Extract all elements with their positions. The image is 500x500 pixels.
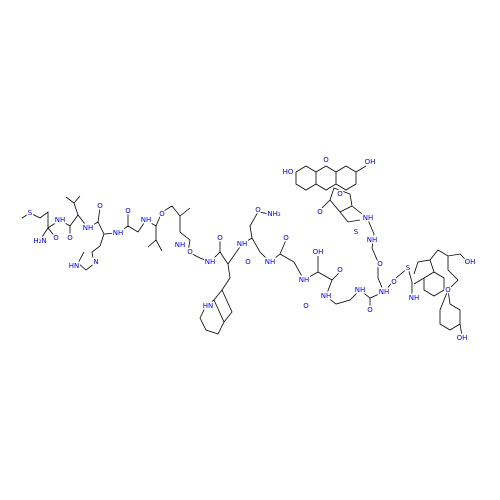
atom-label: H₂N [33, 237, 46, 245]
atom-label: S [406, 264, 411, 272]
bonds [21, 165, 469, 337]
atom-label: O [391, 278, 397, 286]
atom-label: O [445, 286, 451, 294]
atom-label: HN [69, 262, 80, 270]
atom-label: OH [365, 158, 376, 166]
atom-label: N [93, 258, 98, 266]
atom-label: NH [363, 214, 374, 222]
atom-label: O [187, 248, 193, 256]
atom-label: O [367, 306, 373, 314]
atom-label: O [245, 258, 251, 266]
atom-label: O [283, 234, 289, 242]
atom-label: NH [141, 216, 152, 224]
atom-label: O [217, 234, 223, 242]
atom-label: O [67, 234, 73, 242]
atom-label: O [303, 302, 309, 310]
atom-label: O [125, 207, 131, 215]
atom-label: NH [321, 292, 332, 300]
atom-label: NH [237, 240, 248, 248]
atom-label: NH [355, 286, 366, 294]
atom-label: O [255, 206, 261, 214]
atom-label: NH [175, 241, 186, 249]
atom-label: S [354, 228, 359, 236]
atom-label: NH [379, 288, 390, 296]
atom-label: O [53, 234, 59, 242]
atom-label: NH [113, 229, 124, 237]
atom-label: NH [265, 258, 276, 266]
atom-label: NH [205, 258, 216, 266]
atom-label: NH₂ [267, 210, 281, 218]
atom-label: OH [313, 248, 324, 256]
atom-label: O [337, 190, 343, 198]
atom-label: NH [409, 294, 420, 302]
atom-label: NH [367, 236, 378, 244]
atom-label: NH [83, 224, 94, 232]
atom-label: O [317, 208, 323, 216]
atom-label: O [159, 210, 165, 218]
atom-label: HO [283, 168, 294, 176]
atom-label: OH [465, 258, 476, 266]
atom-label: NH [55, 216, 66, 224]
atom-label: O [97, 202, 103, 210]
atom-label: HN [203, 302, 214, 310]
atom-label: OH [457, 334, 468, 342]
atom-label: O [377, 260, 383, 268]
atom-label: NH [299, 276, 310, 284]
atom-label: S [28, 209, 33, 217]
atom-label: O [323, 156, 329, 164]
atom-label: O [337, 266, 343, 274]
